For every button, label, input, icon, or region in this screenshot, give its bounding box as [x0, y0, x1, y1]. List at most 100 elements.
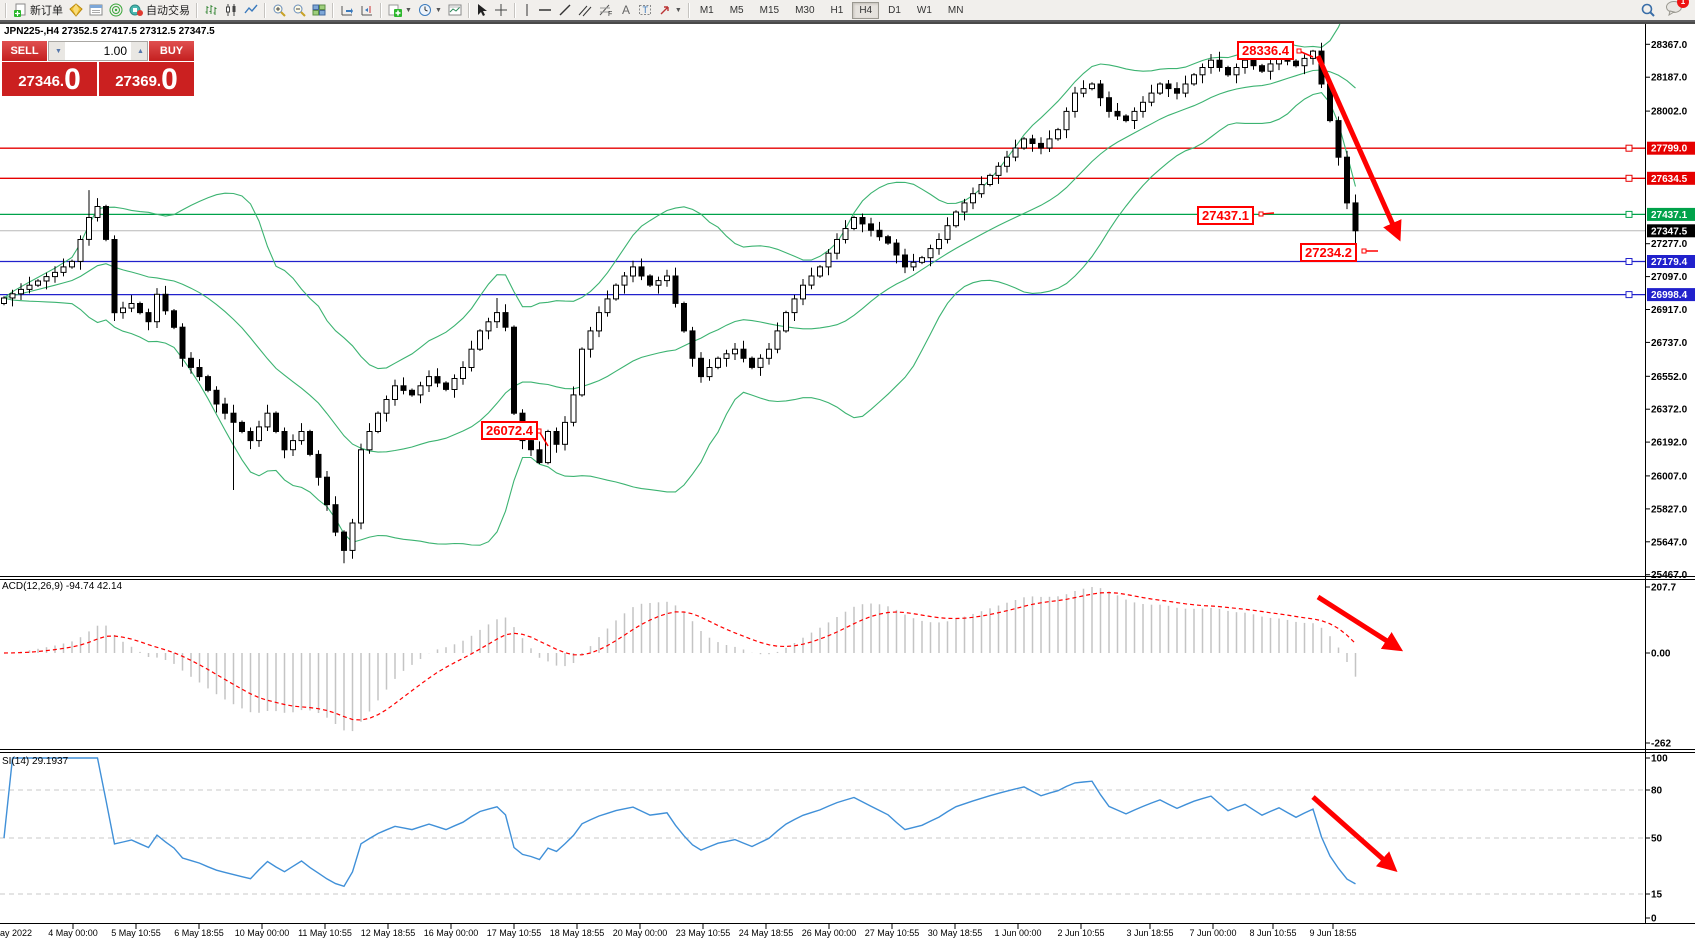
buy-button[interactable]: BUY [149, 41, 194, 61]
y-axis-tick: 27097.0 [1651, 272, 1688, 283]
toolbar-divider [687, 2, 690, 18]
search-button[interactable] [1637, 1, 1659, 19]
indicators-button[interactable]: ▼ [385, 1, 415, 19]
equidistant-channel-icon [578, 5, 592, 17]
current-price-label: 27347.5 [1651, 226, 1688, 237]
toolbar-divider [264, 2, 266, 18]
chart-shift-button[interactable] [357, 1, 377, 19]
trend-arrow [1316, 594, 1404, 652]
time-axis-label: 9 Jun 18:55 [1309, 928, 1356, 938]
notifications-button[interactable]: 1 [1665, 0, 1689, 21]
toolbar-divider [380, 2, 382, 18]
text-button[interactable]: A [617, 1, 635, 19]
timeframe-button-m15[interactable]: M15 [753, 2, 786, 19]
new-order-icon [14, 3, 26, 17]
auto-scroll-button[interactable] [337, 1, 357, 19]
timeframe-button-h4[interactable]: H4 [852, 1, 880, 19]
sell-price-display[interactable]: 27346. 0 [2, 62, 99, 96]
text-label-button[interactable]: T [635, 1, 655, 19]
toolbar-divider [513, 2, 516, 18]
notification-badge: 1 [1677, 0, 1689, 8]
trendline-icon [559, 4, 571, 16]
time-axis-label: 27 May 10:55 [865, 928, 920, 938]
time-axis-label: 7 Jun 00:00 [1189, 928, 1236, 938]
rsi-axis-tick: 0 [1651, 914, 1657, 925]
price-annotation-27234.2[interactable]: 27234.2 [1300, 243, 1357, 262]
timeframe-button-h1[interactable]: H1 [824, 2, 851, 19]
timeframe-button-mn[interactable]: MN [941, 2, 971, 19]
volume-input[interactable] [65, 42, 131, 60]
y-axis-tick: 26552.0 [1651, 372, 1688, 383]
macd-axis-tick: 0.00 [1651, 649, 1671, 660]
periods-caret: ▼ [434, 6, 442, 14]
volume-decrease-button[interactable]: ▼ [49, 42, 65, 60]
tile-windows-button[interactable] [309, 1, 329, 19]
crosshair-icon [494, 4, 507, 16]
navigator-button[interactable] [106, 1, 126, 19]
y-axis-tick: 25467.0 [1651, 570, 1688, 581]
y-axis-tick: 26737.0 [1651, 338, 1688, 349]
sell-price-int: 27346 [18, 73, 60, 90]
cursor-button[interactable] [473, 1, 491, 19]
bollinger-upper [3, 24, 1341, 370]
navigator-icon [109, 3, 123, 17]
timeframe-button-m30[interactable]: M30 [788, 2, 821, 19]
candlestick-chart-button[interactable] [221, 1, 241, 19]
periods-button[interactable]: ▼ [415, 1, 445, 19]
toolbar-divider [467, 2, 470, 18]
svg-text:F: F [608, 11, 612, 17]
horizontal-line-button[interactable] [535, 1, 555, 19]
auto-trading-button[interactable]: 自动交易 [126, 1, 193, 19]
bar-chart-button[interactable] [201, 1, 221, 19]
rsi-axis-tick: 100 [1651, 754, 1668, 765]
level-line-handle [1625, 291, 1633, 299]
crosshair-button[interactable] [491, 1, 511, 19]
trend-arrow [1315, 54, 1402, 242]
line-chart-button[interactable] [241, 1, 261, 19]
timeframe-button-m1[interactable]: M1 [693, 2, 721, 19]
cursor-icon [477, 4, 487, 16]
zoom-out-icon [293, 4, 306, 17]
zoom-in-button[interactable] [269, 1, 289, 19]
equidistant-channel-button[interactable] [575, 1, 595, 19]
zoom-out-button[interactable] [289, 1, 309, 19]
vertical-line-button[interactable] [519, 1, 535, 19]
time-axis-label: 12 May 18:55 [361, 928, 416, 938]
rsi-axis-tick: 80 [1651, 786, 1663, 797]
macd-axis-tick: 207.7 [1651, 583, 1676, 594]
auto-scroll-icon [341, 6, 353, 16]
indicators-caret: ▼ [405, 6, 412, 14]
fibonacci-button[interactable]: F [595, 1, 617, 19]
new-order-button[interactable]: 新订单 [10, 1, 66, 19]
arrow-object-icon [660, 6, 669, 15]
templates-button[interactable] [445, 1, 465, 19]
price-annotation-26072.4[interactable]: 26072.4 [481, 421, 538, 440]
time-axis-label: 11 May 10:55 [298, 928, 352, 938]
sell-price-frac: 0 [64, 63, 81, 96]
timeframe-button-d1[interactable]: D1 [881, 2, 908, 19]
macd-histogram [3, 587, 1357, 732]
time-axis-label: 17 May 10:55 [487, 928, 542, 938]
level-price-label: 27634.5 [1651, 174, 1688, 185]
price-annotation-27437.1[interactable]: 27437.1 [1197, 206, 1254, 225]
price-annotation-28336.4[interactable]: 28336.4 [1237, 41, 1294, 60]
toolbar: 新订单 自动交易 ▼ ▼ [0, 0, 1695, 22]
rsi-axis-tick: 15 [1651, 890, 1663, 901]
sell-button[interactable]: SELL [2, 41, 47, 61]
arrows-caret: ▼ [674, 6, 682, 14]
data-window-button[interactable] [86, 1, 106, 19]
timeframe-button-w1[interactable]: W1 [910, 2, 939, 19]
timeframe-button-m5[interactable]: M5 [723, 2, 751, 19]
volume-increase-button[interactable]: ▲ [131, 42, 147, 60]
macd-indicator-label: ACD(12,26,9) -94.74 42.14 [2, 581, 123, 592]
buy-price-display[interactable]: 27369. 0 [99, 62, 194, 96]
y-axis-tick: 28187.0 [1651, 73, 1688, 84]
rsi-indicator-label: SI(14) 29.1937 [2, 756, 69, 767]
market-watch-button[interactable] [66, 1, 86, 19]
arrows-button[interactable]: ▼ [655, 1, 685, 19]
trendline-button[interactable] [555, 1, 575, 19]
time-axis-label: 6 May 18:55 [174, 928, 224, 938]
toolbar-divider [196, 2, 198, 18]
time-axis-label: 1 Jun 00:00 [994, 928, 1041, 938]
